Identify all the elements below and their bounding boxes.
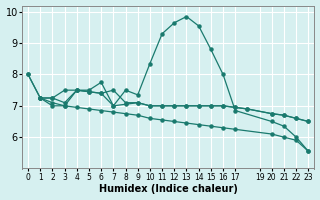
X-axis label: Humidex (Indice chaleur): Humidex (Indice chaleur) bbox=[99, 184, 238, 194]
